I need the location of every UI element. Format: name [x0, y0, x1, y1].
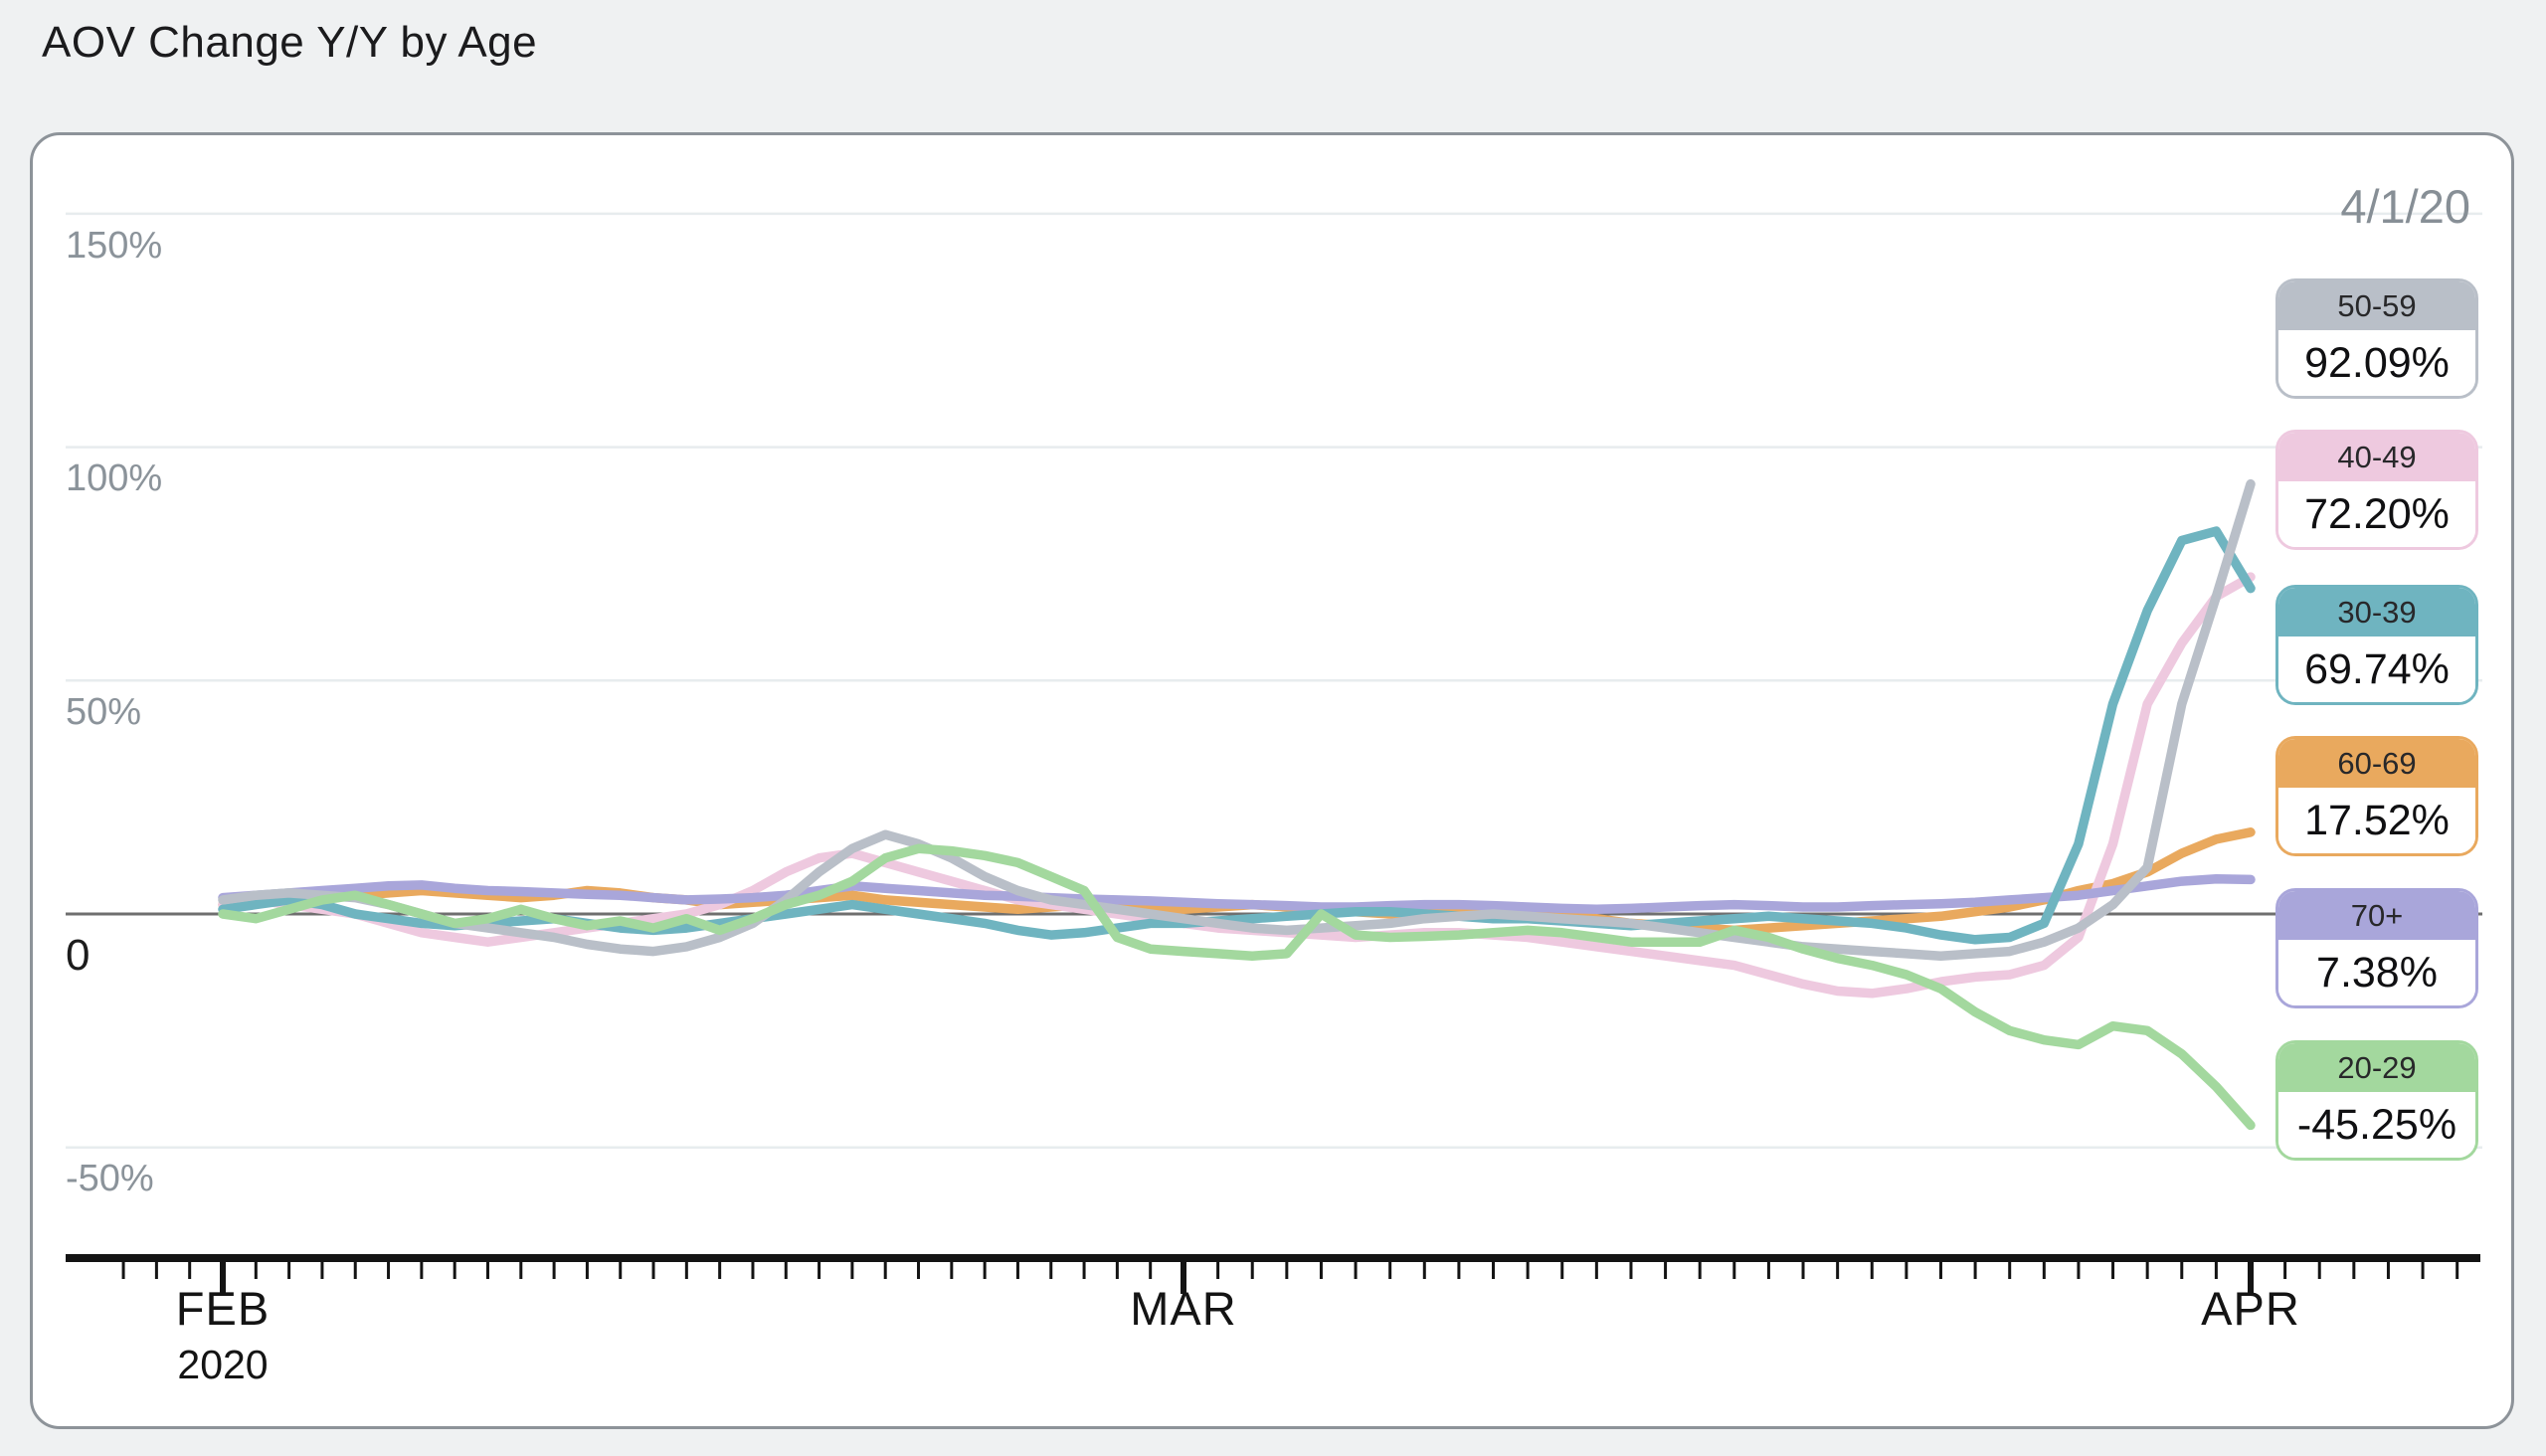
series-line-70+ [218, 874, 2256, 915]
series-line-30-39 [218, 526, 2256, 945]
month-label: MAR [1130, 1282, 1237, 1335]
y-axis-label-0: 0 [66, 931, 91, 980]
month-label: FEB [175, 1282, 271, 1335]
hover-date-label: 4/1/20 [2340, 180, 2470, 233]
series-line-20-29 [218, 843, 2256, 1131]
x-axis-label-mar: MAR [1064, 1281, 1303, 1336]
x-axis-line [66, 1254, 2480, 1262]
series-line-50-59 [218, 478, 2256, 961]
chart-title: AOV Change Y/Y by Age [42, 18, 538, 67]
x-axis-label-feb: FEB 2020 [103, 1281, 342, 1388]
y-axis-label-50: 50% [66, 691, 142, 733]
y-axis-label-150: 150% [66, 225, 163, 267]
chart-card [30, 132, 2514, 1429]
month-label: APR [2201, 1282, 2300, 1335]
x-axis-label-apr: APR [2131, 1281, 2370, 1336]
year-label: 2020 [177, 1342, 269, 1387]
y-axis-label-100: 100% [66, 457, 163, 499]
y-axis-label-neg50: -50% [66, 1158, 154, 1199]
